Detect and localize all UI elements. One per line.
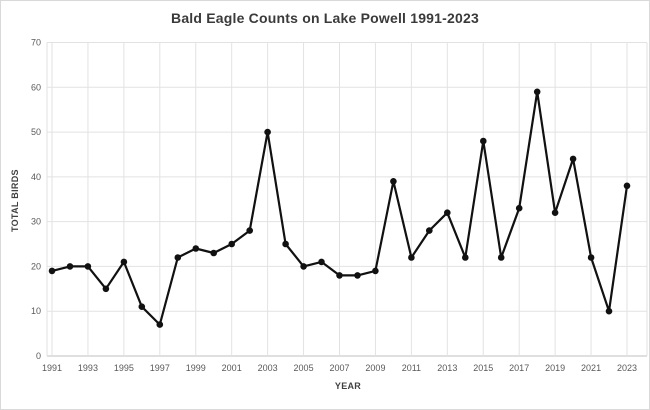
data-point xyxy=(48,267,56,275)
data-point xyxy=(623,182,631,190)
data-point xyxy=(497,254,505,261)
data-point xyxy=(533,88,541,96)
x-tick-label: 2001 xyxy=(222,363,242,373)
y-tick-label: 10 xyxy=(31,306,41,316)
y-tick-label: 20 xyxy=(31,261,41,271)
data-point xyxy=(444,209,451,216)
data-point xyxy=(156,321,164,328)
x-axis-title: YEAR xyxy=(334,381,362,391)
data-point xyxy=(102,285,110,293)
data-point xyxy=(587,254,595,261)
x-tick-label: 2021 xyxy=(581,363,601,373)
data-point xyxy=(264,128,271,136)
y-tick-label: 50 xyxy=(31,127,41,137)
x-tick-label: 1993 xyxy=(78,363,98,373)
x-tick-label: 1995 xyxy=(114,363,134,373)
data-point xyxy=(605,307,613,315)
data-point xyxy=(372,267,379,275)
x-tick-label: 2007 xyxy=(329,363,349,373)
x-tick-label: 2009 xyxy=(365,363,385,373)
x-tick-label: 2005 xyxy=(294,363,314,373)
data-point xyxy=(569,155,577,163)
data-point xyxy=(390,178,397,185)
data-point xyxy=(336,272,343,279)
data-point xyxy=(210,249,217,257)
data-point xyxy=(462,254,469,261)
data-point xyxy=(66,263,74,270)
data-point xyxy=(120,258,128,266)
data-point xyxy=(192,245,200,252)
data-point xyxy=(300,263,307,270)
y-tick-label: 40 xyxy=(31,172,41,182)
x-tick-label: 2017 xyxy=(509,363,529,373)
x-tick-label: 1991 xyxy=(42,363,62,373)
y-tick-label: 30 xyxy=(31,217,41,227)
data-point xyxy=(282,240,289,248)
x-tick-label: 2015 xyxy=(473,363,493,373)
y-tick-label: 70 xyxy=(31,38,41,48)
data-point xyxy=(551,209,559,216)
x-tick-label: 2013 xyxy=(437,363,457,373)
y-tick-label: 60 xyxy=(31,82,41,92)
data-point xyxy=(515,204,523,212)
data-point xyxy=(318,258,325,266)
data-point xyxy=(246,227,253,234)
y-axis-title: TOTAL BIRDS xyxy=(10,169,20,233)
data-point xyxy=(408,254,415,261)
data-point xyxy=(84,263,92,270)
x-tick-label: 2023 xyxy=(617,363,637,373)
x-tick-label: 2019 xyxy=(545,363,565,373)
data-point xyxy=(426,227,433,234)
chart-title: Bald Eagle Counts on Lake Powell 1991-20… xyxy=(171,10,479,26)
y-tick-label: 0 xyxy=(36,351,41,361)
data-point xyxy=(228,240,235,248)
data-point xyxy=(174,254,182,261)
data-point xyxy=(480,137,487,145)
x-tick-label: 2011 xyxy=(402,363,421,373)
x-tick-label: 1999 xyxy=(186,363,206,373)
x-tick-label: 1997 xyxy=(150,363,170,373)
x-tick-label: 2003 xyxy=(258,363,278,373)
data-point xyxy=(354,272,361,279)
data-point xyxy=(138,303,146,311)
